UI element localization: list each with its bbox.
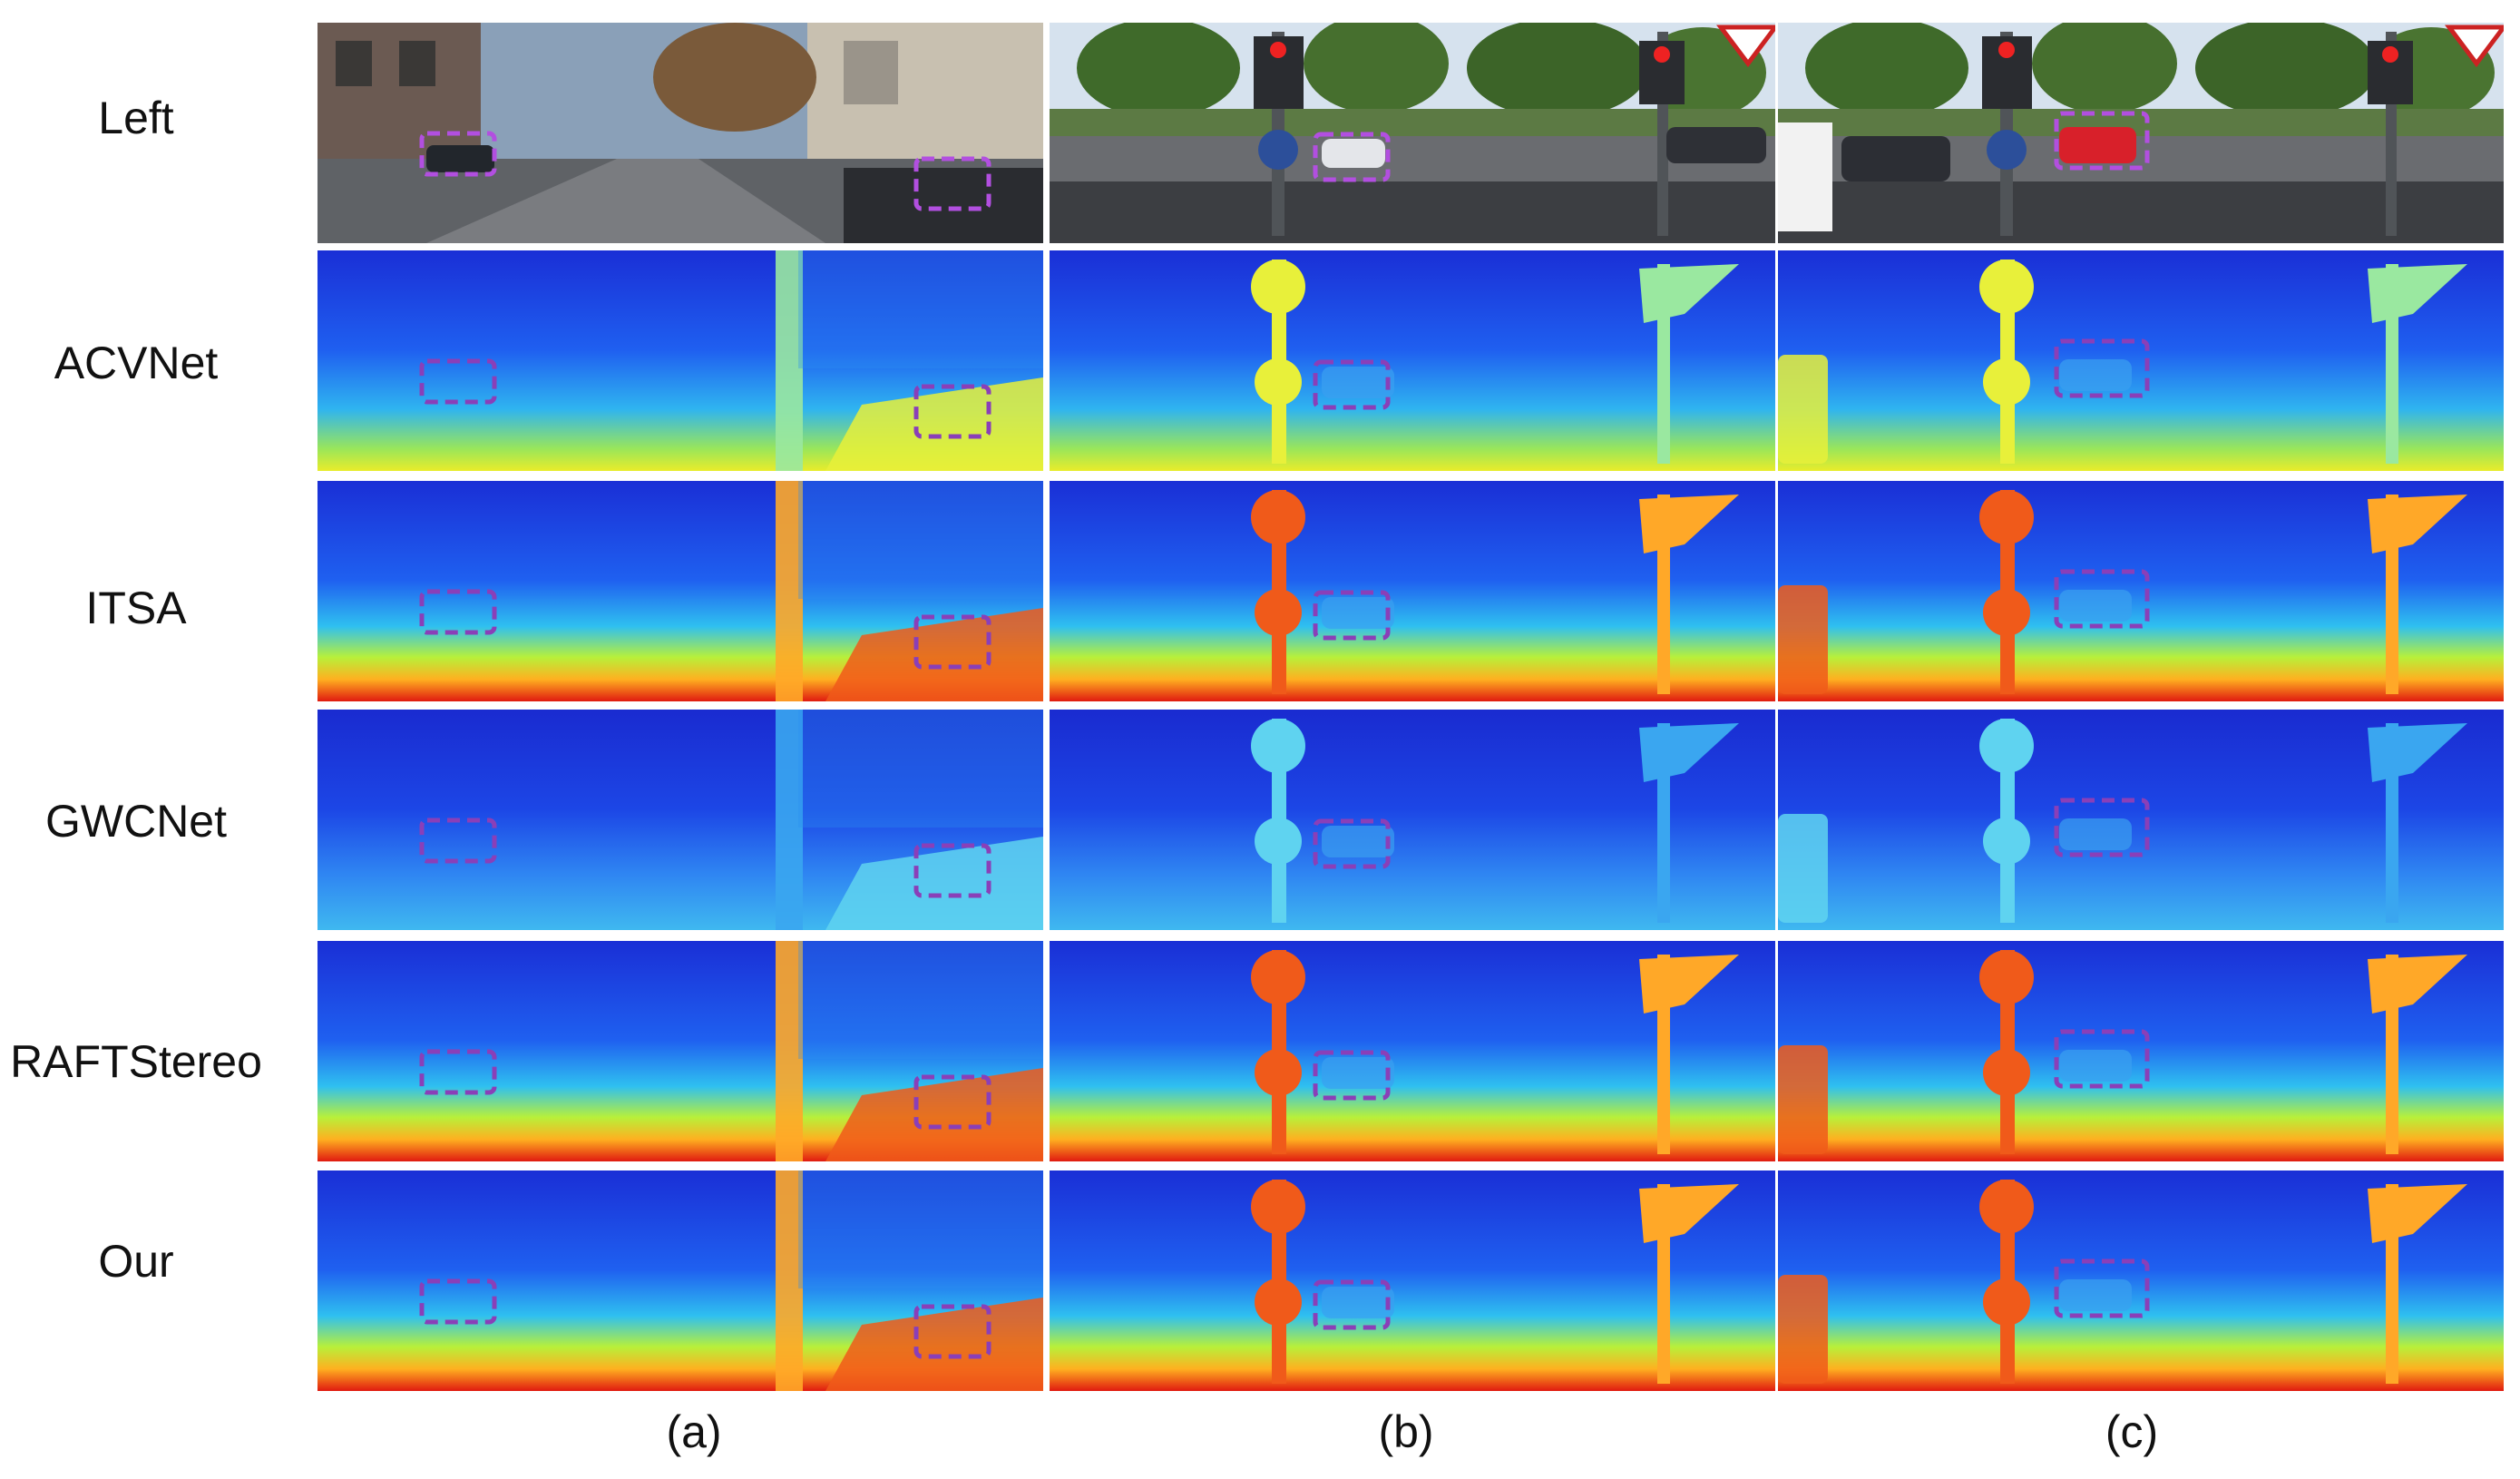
panel-image [317, 710, 1043, 930]
column-label-a: (a) [666, 1406, 722, 1457]
panel-image [1050, 710, 1775, 930]
panel-left-a [317, 23, 1043, 243]
highlight-box [2054, 111, 2150, 171]
highlight-box [419, 818, 497, 864]
panel-image [1050, 1170, 1775, 1391]
panel-raftstereo-c [1778, 941, 2504, 1161]
column-label-b: (b) [1378, 1406, 1434, 1457]
panel-image [1778, 941, 2504, 1161]
panel-acvnet-b [1050, 250, 1775, 471]
panel-our-c [1778, 1170, 2504, 1391]
row-label-left: Left [98, 93, 174, 143]
highlight-box [2054, 1029, 2150, 1089]
panel-raftstereo-b [1050, 941, 1775, 1161]
panel-left-b [1050, 23, 1775, 243]
highlight-box [913, 614, 991, 670]
panel-image [317, 481, 1043, 701]
panel-image [317, 941, 1043, 1161]
panel-gwcnet-a [317, 710, 1043, 930]
highlight-box [913, 843, 991, 898]
panel-image [1778, 710, 2504, 930]
panel-our-a [317, 1170, 1043, 1391]
panel-image [317, 250, 1043, 471]
panel-gwcnet-b [1050, 710, 1775, 930]
panel-acvnet-a [317, 250, 1043, 471]
panel-image [1778, 23, 2504, 243]
highlight-box [419, 1278, 497, 1325]
panel-image [1050, 250, 1775, 471]
row-label-itsa: ITSA [85, 583, 187, 633]
column-label-c: (c) [2105, 1406, 2159, 1457]
highlight-box [419, 589, 497, 635]
highlight-box [1313, 1279, 1391, 1330]
highlight-box [1313, 132, 1391, 182]
row-label-our: Our [98, 1236, 174, 1287]
panel-image [1050, 481, 1775, 701]
row-label-raftstereo: RAFTStereo [10, 1036, 262, 1087]
panel-image [1778, 481, 2504, 701]
highlight-box [2054, 338, 2150, 398]
panel-image [317, 23, 1043, 243]
panel-itsa-c [1778, 481, 2504, 701]
panel-image [1778, 1170, 2504, 1391]
highlight-box [1313, 590, 1391, 641]
highlight-box [2054, 1259, 2150, 1318]
panel-left-c [1778, 23, 2504, 243]
panel-gwcnet-c [1778, 710, 2504, 930]
highlight-box [419, 1049, 497, 1095]
highlight-box [913, 384, 991, 439]
row-label-acvnet: ACVNet [54, 338, 219, 388]
panel-image [1050, 23, 1775, 243]
highlight-box [1313, 818, 1391, 869]
panel-image [317, 1170, 1043, 1391]
panel-image [1778, 250, 2504, 471]
panel-image [1050, 941, 1775, 1161]
panel-itsa-b [1050, 481, 1775, 701]
panel-itsa-a [317, 481, 1043, 701]
panel-raftstereo-a [317, 941, 1043, 1161]
highlight-box [913, 1304, 991, 1359]
highlight-box [913, 1074, 991, 1130]
row-label-gwcnet: GWCNet [45, 796, 227, 847]
highlight-box [2054, 798, 2150, 857]
highlight-box [913, 156, 991, 211]
highlight-box [419, 131, 497, 177]
highlight-box [2054, 569, 2150, 629]
highlight-box [1313, 359, 1391, 410]
panel-our-b [1050, 1170, 1775, 1391]
highlight-box [419, 358, 497, 405]
highlight-box [1313, 1050, 1391, 1101]
panel-acvnet-c [1778, 250, 2504, 471]
